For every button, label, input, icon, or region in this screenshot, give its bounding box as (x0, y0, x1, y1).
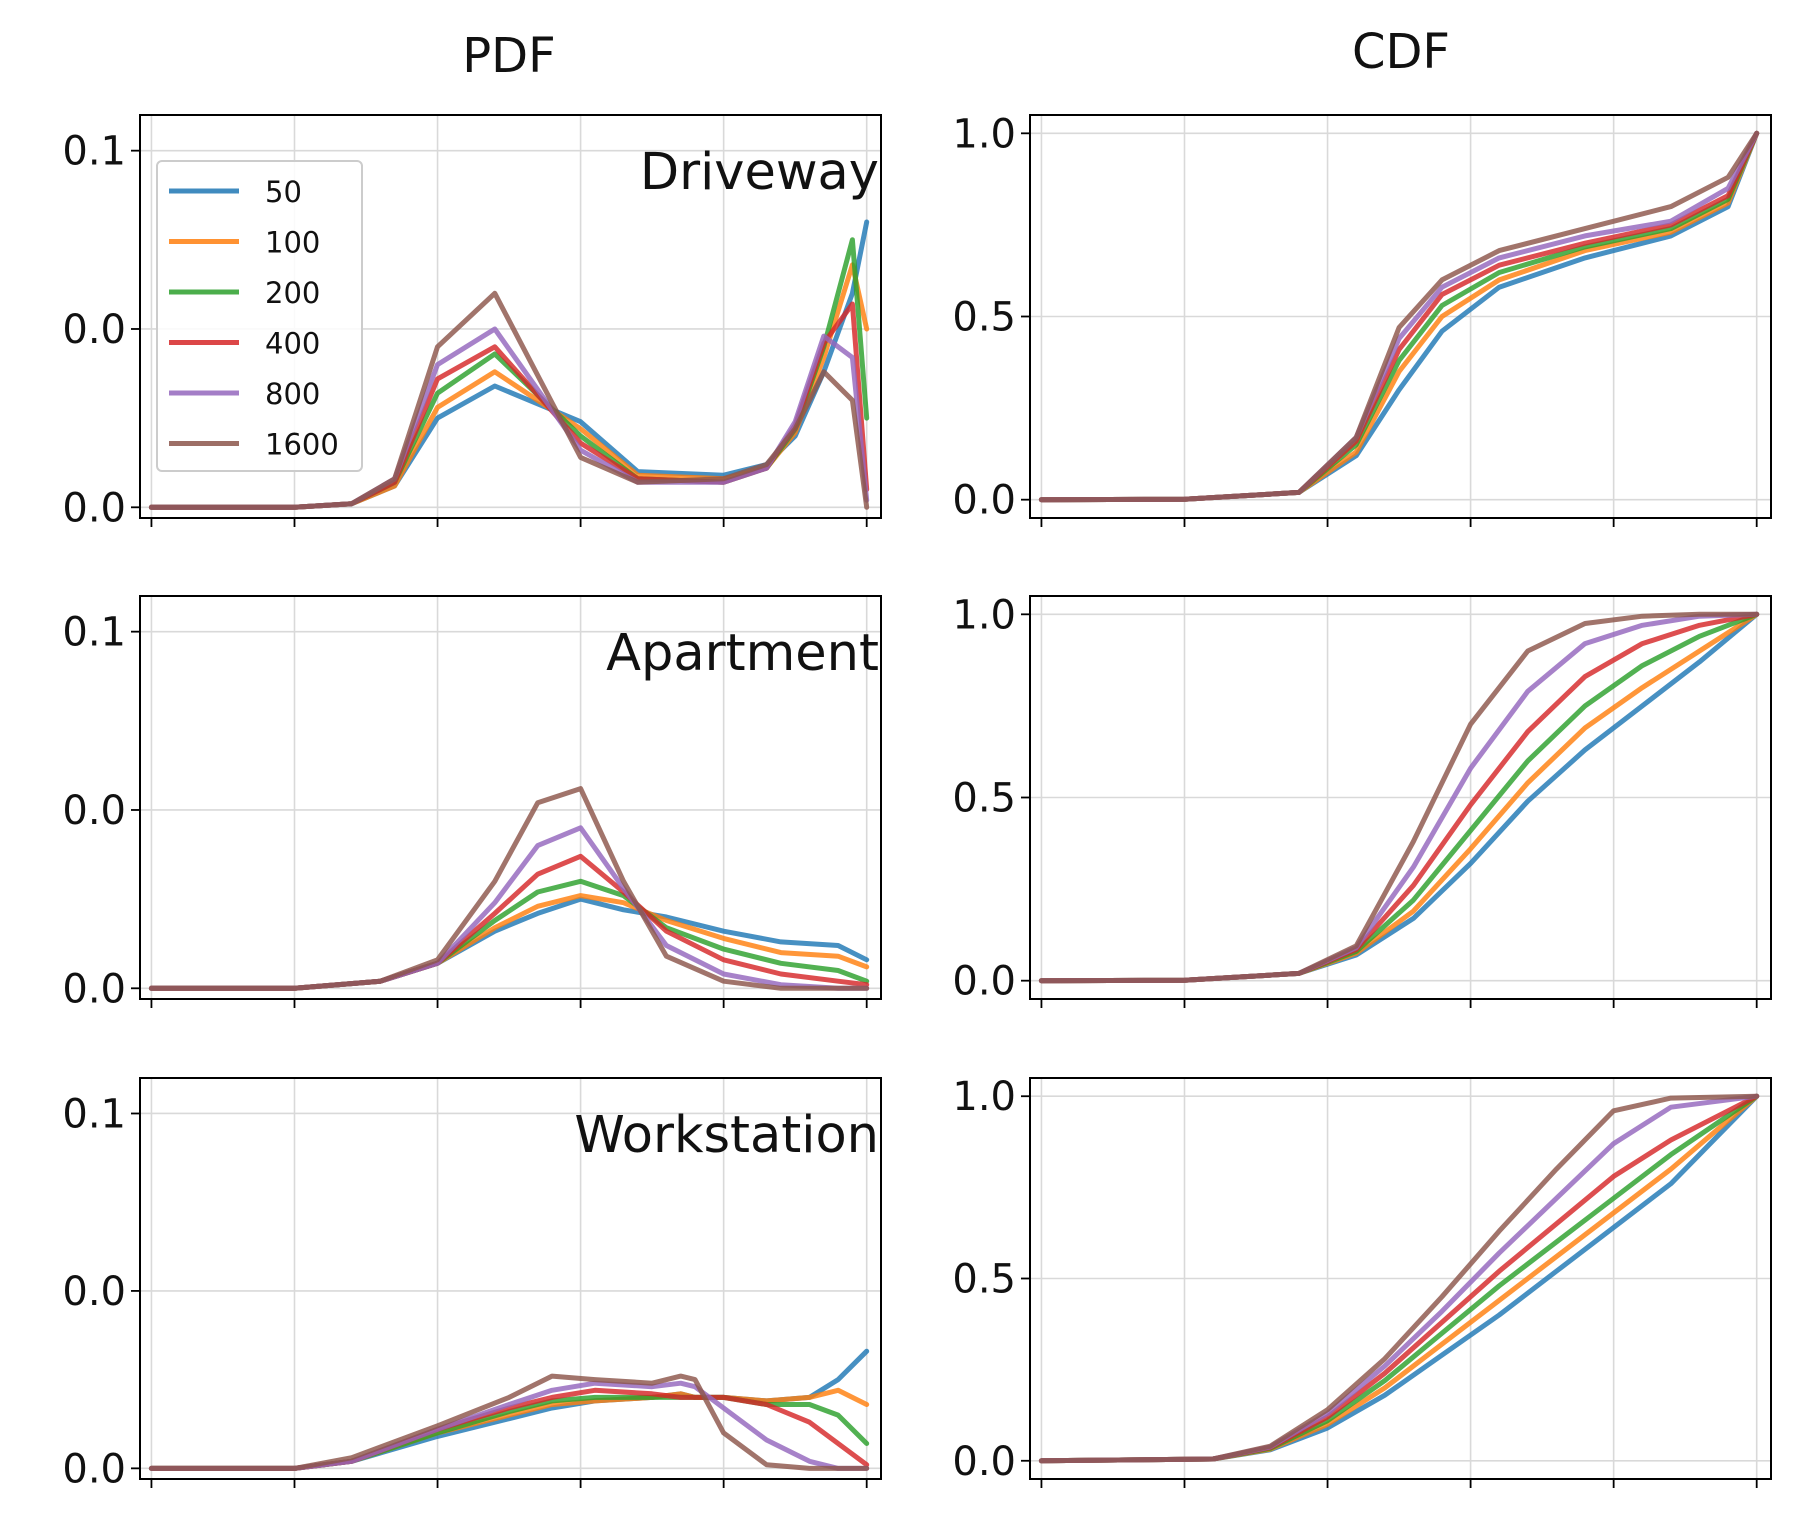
axes-frame (139, 1077, 882, 1480)
legend-box (156, 160, 363, 472)
y-tick-label: 0.0 (62, 1269, 126, 1315)
series-line-1600 (148, 1373, 870, 1471)
series-line-1600 (148, 290, 870, 510)
series-line-1600 (148, 786, 870, 991)
legend-label-400: 400 (265, 327, 320, 361)
legend-label-50: 50 (265, 175, 302, 209)
legend-label-800: 800 (265, 377, 320, 411)
panel-apartment-cdf: 0.0 0.5 1.0 (952, 592, 1772, 1008)
panel-title: Apartment (606, 624, 879, 683)
y-tick-label: 0.5 (952, 1257, 1016, 1303)
y-tick-label: 0.0 (62, 966, 126, 1012)
panel-workstation-cdf: 0.0 0.5 1.0 (952, 1074, 1772, 1488)
y-tick-label: 0.5 (952, 776, 1016, 822)
y-tick-label: 0.0 (62, 485, 126, 531)
legend-label-200: 200 (265, 276, 320, 310)
y-tick-label: 0.0 (62, 1446, 126, 1492)
panel-driveway-pdf: 0.0 0.0 0.1 Driveway 50 100 200 400 800 1600 (62, 114, 882, 531)
series-line-1600 (1038, 130, 1760, 503)
axes-frame (139, 595, 882, 1000)
y-tick-label: 0.1 (62, 129, 126, 175)
y-tick-label: 0.1 (62, 1091, 126, 1137)
legend-label-1600: 1600 (265, 428, 339, 462)
y-tick-label: 0.0 (952, 959, 1016, 1005)
panel-title: Workstation (574, 1106, 879, 1165)
panel-driveway-cdf: 0.0 0.5 1.0 (952, 111, 1772, 527)
y-tick-label: 0.0 (62, 307, 126, 353)
series-line-1600 (1038, 611, 1760, 984)
y-tick-label: 0.0 (952, 1439, 1016, 1485)
panel-workstation-pdf: 0.0 0.0 0.1 Workstation (62, 1077, 882, 1492)
y-tick-label: 0.5 (952, 295, 1016, 341)
y-tick-label: 0.0 (952, 478, 1016, 524)
panel-apartment-pdf: 0.0 0.0 0.1 Apartment (62, 595, 882, 1012)
panel-title: Driveway (640, 143, 879, 202)
series-line-1600 (1038, 1093, 1760, 1464)
column-title-pdf: PDF (462, 28, 556, 84)
y-tick-label: 1.0 (952, 1074, 1016, 1120)
legend-label-100: 100 (265, 226, 320, 260)
axes-frame (139, 114, 882, 519)
y-tick-label: 0.1 (62, 610, 126, 656)
y-tick-label: 0.0 (62, 788, 126, 834)
y-tick-label: 1.0 (952, 111, 1016, 157)
column-title-cdf: CDF (1352, 24, 1450, 80)
y-tick-label: 1.0 (952, 592, 1016, 638)
legend: 50 100 200 400 800 1600 (156, 160, 363, 472)
series-line-800 (148, 1380, 870, 1471)
